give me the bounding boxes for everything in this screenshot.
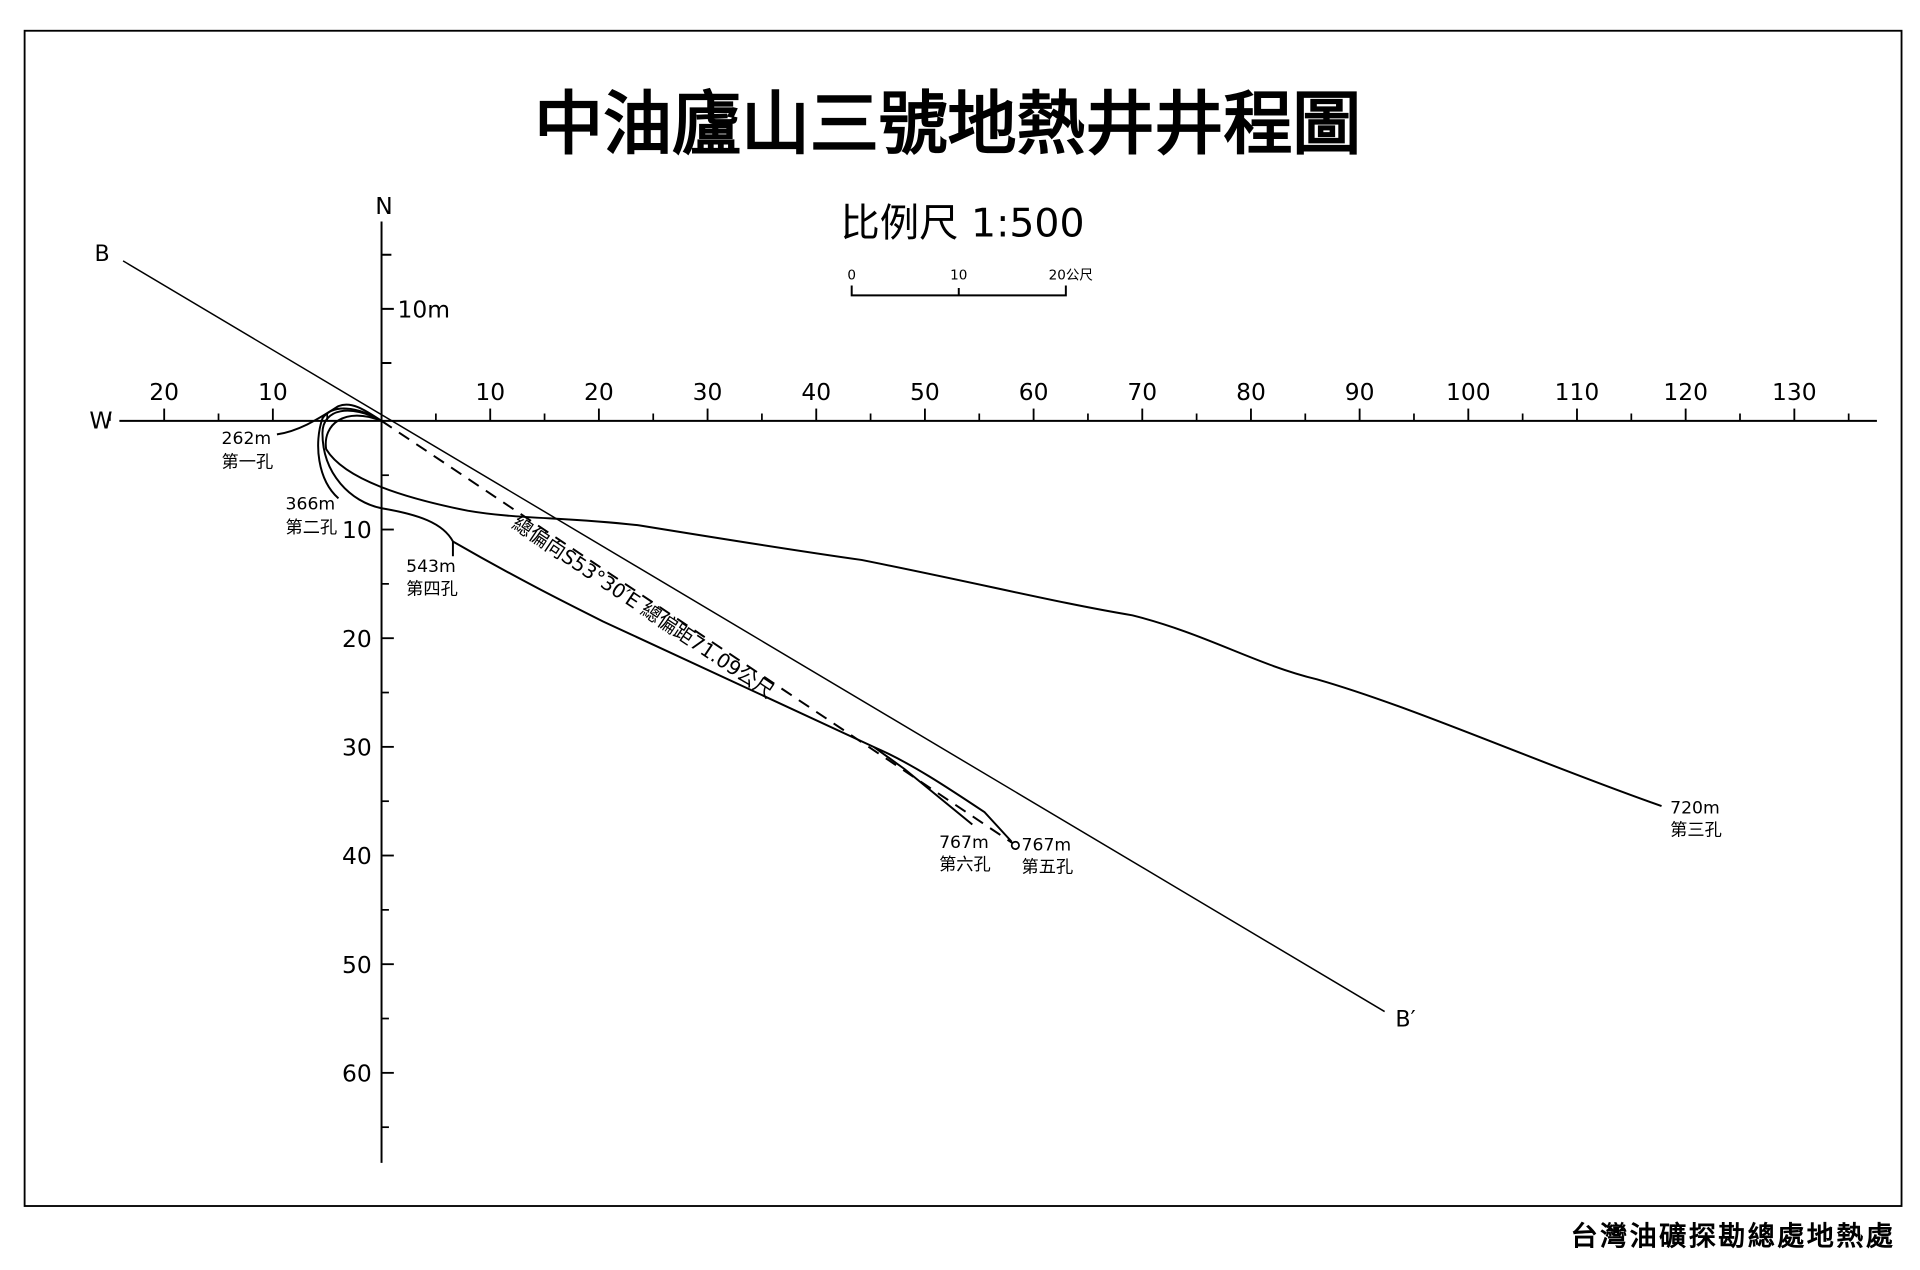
well-name: 第四孔 (406, 579, 458, 599)
section-end: B′ (1395, 1006, 1415, 1032)
scale-tick: 10 (950, 267, 967, 283)
x-tick-label: 110 (1555, 378, 1600, 406)
x-tick-label: 50 (910, 378, 940, 406)
footer: 台灣油礦探勘總處地熱處 (1571, 1220, 1896, 1252)
x-tick-label: 40 (801, 378, 831, 406)
well-bottom (1010, 840, 1020, 850)
y-tick-label: 10 (342, 516, 372, 544)
well-path (276, 403, 383, 436)
y-tick-label: 60 (342, 1059, 372, 1087)
well-depth: 366m (286, 494, 336, 514)
unit-label: 10m (398, 296, 451, 324)
x-tick-label: 30 (693, 378, 723, 406)
y-tick-label: 40 (342, 842, 372, 870)
x-tick-label: 20 (149, 378, 179, 406)
x-tick-label: 80 (1236, 378, 1266, 406)
well-name: 第一孔 (222, 453, 274, 473)
x-tick-label: 10 (475, 378, 505, 406)
y-tick-label: 20 (342, 625, 372, 653)
well-depth: 543m (406, 557, 456, 577)
well-name: 第二孔 (286, 518, 338, 538)
x-tick-label: 20 (584, 378, 614, 406)
scale-label: 比例尺 1:500 (840, 200, 1084, 246)
scale-bar (850, 285, 1067, 297)
x-tick-label: 130 (1772, 378, 1817, 406)
well-depth: 767m (939, 833, 989, 853)
north-label: N (375, 192, 393, 220)
well-path (873, 746, 973, 826)
section-start: B (95, 241, 110, 267)
x-tick-label: 120 (1663, 378, 1708, 406)
scale-tick: 20公尺 (1049, 267, 1093, 283)
scale-tick: 0 (847, 267, 856, 283)
well-depth: 767m (1022, 835, 1072, 855)
y-tick-label: 50 (342, 951, 372, 979)
title: 中油廬山三號地熱井井程圖 (534, 85, 1361, 165)
well-depth: 262m (222, 429, 272, 449)
x-tick-label: 90 (1345, 378, 1375, 406)
y-tick-label: 30 (342, 733, 372, 761)
x-tick-label: 10 (258, 378, 288, 406)
x-tick-label: 60 (1019, 378, 1049, 406)
well-path (317, 407, 383, 500)
well-path (321, 409, 454, 557)
well-depth: 720m (1670, 798, 1720, 818)
section-line (122, 260, 1385, 1013)
well-path (452, 540, 1013, 843)
well-name: 第三孔 (1670, 821, 1722, 841)
frame (23, 29, 1903, 1207)
well-path (324, 414, 1662, 807)
well-name: 第六孔 (939, 855, 991, 875)
north-ticks (381, 253, 394, 365)
x-tick-label: 100 (1446, 378, 1491, 406)
x-tick-label: 70 (1127, 378, 1157, 406)
west-label: W (89, 406, 112, 434)
well-name: 第五孔 (1022, 858, 1074, 878)
